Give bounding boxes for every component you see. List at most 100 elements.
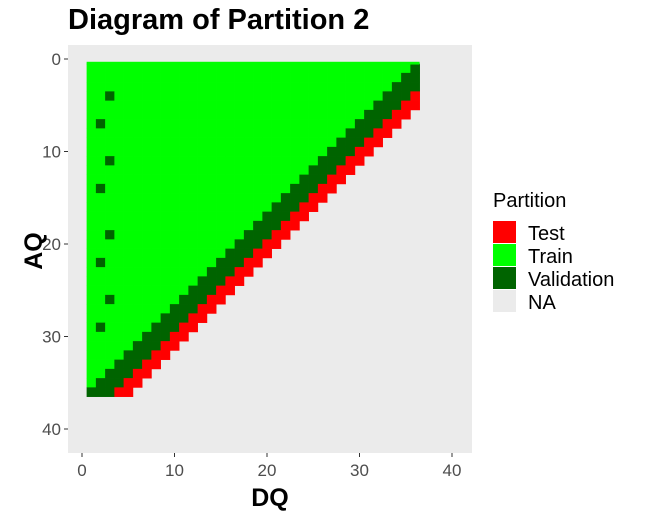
cell-train	[243, 193, 254, 203]
cell-test	[216, 294, 226, 305]
cell-train	[142, 183, 152, 194]
cell-train	[188, 239, 198, 249]
cell-train	[206, 128, 217, 138]
cell-train	[160, 220, 171, 231]
cell-train	[327, 72, 337, 83]
cell-train	[179, 211, 189, 222]
cell-test	[169, 341, 180, 351]
cell-train	[95, 91, 106, 101]
cell-train	[188, 202, 198, 212]
cell-train	[225, 63, 235, 74]
cell-train	[142, 202, 152, 212]
cell-train	[243, 183, 254, 194]
cell-validation	[253, 230, 263, 240]
cell-train	[364, 100, 374, 111]
cell-train	[299, 109, 309, 120]
cell-test	[391, 119, 402, 129]
cell-train	[114, 257, 124, 268]
cell-test	[262, 248, 272, 259]
cell-train	[105, 100, 115, 111]
cell-train	[401, 63, 411, 74]
cell-train	[142, 119, 152, 129]
cell-train	[95, 285, 106, 296]
cell-train	[169, 183, 180, 194]
cell-test	[280, 220, 291, 231]
cell-train	[308, 146, 319, 157]
cell-test	[327, 183, 337, 194]
cell-train	[188, 248, 198, 259]
legend-key-validation	[493, 267, 516, 289]
cell-train	[160, 82, 171, 92]
cell-train	[123, 257, 134, 268]
cell-validation	[364, 128, 374, 138]
cell-validation	[105, 387, 115, 397]
cell-train	[151, 257, 161, 268]
cell-train	[160, 72, 171, 83]
cell-train	[243, 137, 254, 148]
cell-train	[271, 165, 282, 175]
cell-train	[95, 109, 106, 120]
cell-train	[142, 239, 152, 249]
cell-train	[123, 156, 134, 166]
cell-train	[151, 248, 161, 259]
cell-validation	[151, 322, 161, 333]
cell-train	[216, 211, 226, 222]
cell-train	[123, 304, 134, 314]
cell-train	[114, 341, 124, 351]
cell-validation	[188, 294, 198, 305]
cell-train	[160, 63, 171, 74]
cell-train	[299, 82, 309, 92]
cell-test	[290, 211, 300, 222]
cell-train	[188, 109, 198, 120]
cell-train	[160, 193, 171, 203]
cell-validation	[95, 119, 106, 129]
cell-train	[160, 91, 171, 101]
cell-train	[151, 239, 161, 249]
cell-train	[123, 285, 134, 296]
cell-train	[197, 267, 208, 277]
cell-train	[188, 128, 198, 138]
cell-train	[299, 165, 309, 175]
cell-train	[188, 165, 198, 175]
cell-test	[280, 230, 291, 240]
y-tick-label: 0	[52, 50, 61, 69]
cell-train	[225, 220, 235, 231]
cell-train	[86, 146, 97, 157]
cell-train	[179, 183, 189, 194]
cell-train	[160, 304, 171, 314]
cell-train	[95, 165, 106, 175]
cell-train	[151, 156, 161, 166]
cell-train	[188, 119, 198, 129]
cell-train	[114, 72, 124, 83]
cell-train	[354, 109, 365, 120]
cell-train	[105, 285, 115, 296]
cell-test	[345, 156, 356, 166]
cell-train	[151, 72, 161, 83]
cell-train	[169, 239, 180, 249]
cell-validation	[243, 248, 254, 259]
cell-train	[151, 119, 161, 129]
cell-train	[354, 91, 365, 101]
cell-train	[225, 193, 235, 203]
cell-train	[169, 248, 180, 259]
cell-train	[271, 100, 282, 111]
cell-validation	[142, 341, 152, 351]
cell-test	[253, 248, 263, 259]
cell-train	[95, 100, 106, 111]
cell-train	[169, 156, 180, 166]
x-axis-title: DQ	[251, 484, 289, 512]
cell-train	[271, 91, 282, 101]
cell-train	[373, 63, 383, 74]
cell-train	[345, 72, 356, 83]
cell-validation	[234, 248, 245, 259]
cell-train	[327, 137, 337, 148]
cell-train	[132, 137, 143, 148]
cell-train	[345, 63, 356, 74]
cell-train	[234, 183, 245, 194]
cell-train	[225, 100, 235, 111]
cell-train	[105, 220, 115, 231]
cell-validation	[262, 230, 272, 240]
cell-train	[160, 183, 171, 194]
cell-train	[364, 82, 374, 92]
cell-train	[169, 294, 180, 305]
